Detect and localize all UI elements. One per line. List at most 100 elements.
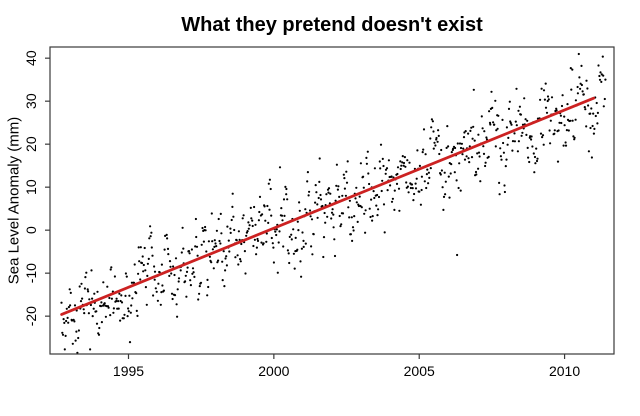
data-point xyxy=(184,280,187,283)
data-point xyxy=(310,218,314,221)
data-point xyxy=(340,223,343,226)
data-point xyxy=(366,150,369,153)
data-point xyxy=(315,191,318,194)
data-point xyxy=(389,184,392,187)
data-point xyxy=(437,129,440,132)
data-point xyxy=(140,261,144,265)
data-point xyxy=(344,194,347,197)
data-point xyxy=(547,98,550,101)
data-point xyxy=(153,270,157,273)
data-point xyxy=(440,169,443,172)
data-point xyxy=(355,186,358,189)
data-point xyxy=(202,240,205,243)
data-point xyxy=(459,146,463,150)
data-point xyxy=(258,210,261,214)
data-point xyxy=(425,186,428,190)
data-point xyxy=(584,108,587,111)
data-point xyxy=(196,254,199,257)
data-point xyxy=(484,164,487,168)
data-point xyxy=(182,247,185,250)
data-point xyxy=(553,132,556,135)
data-point xyxy=(323,211,326,215)
data-point xyxy=(564,141,567,144)
data-point xyxy=(87,290,90,293)
data-point xyxy=(561,94,564,97)
data-point xyxy=(492,121,495,124)
data-point xyxy=(573,136,576,139)
data-point xyxy=(272,246,275,249)
data-point xyxy=(530,138,533,141)
data-point xyxy=(117,300,120,303)
data-point xyxy=(517,109,520,112)
data-point xyxy=(439,173,442,176)
data-point xyxy=(214,242,217,245)
data-point xyxy=(263,205,266,208)
data-point xyxy=(504,165,507,168)
data-point xyxy=(390,175,393,178)
data-point xyxy=(412,199,415,202)
data-point xyxy=(237,263,240,266)
data-point xyxy=(401,161,404,164)
data-point xyxy=(150,231,153,234)
data-point xyxy=(322,236,326,239)
data-point xyxy=(546,95,550,98)
data-point xyxy=(498,181,501,184)
data-point xyxy=(576,85,579,89)
data-point xyxy=(171,297,174,301)
data-point xyxy=(556,160,560,163)
data-point xyxy=(174,257,178,260)
data-point xyxy=(194,217,197,221)
data-point xyxy=(365,162,368,165)
data-point xyxy=(586,87,589,90)
y-axis-tick-label: 0 xyxy=(23,226,39,234)
data-point xyxy=(384,172,387,175)
data-point xyxy=(93,292,96,295)
data-point xyxy=(372,190,375,193)
data-point xyxy=(251,224,254,228)
data-point xyxy=(129,311,132,314)
trend-line-layer xyxy=(60,96,596,316)
data-point xyxy=(407,191,410,194)
data-point xyxy=(345,181,349,184)
data-point xyxy=(150,246,153,249)
data-point xyxy=(414,182,417,185)
data-point xyxy=(151,254,154,257)
data-point xyxy=(236,254,239,257)
data-point xyxy=(154,287,157,290)
data-point xyxy=(268,208,271,211)
data-point xyxy=(335,184,338,187)
data-point xyxy=(253,205,256,209)
data-point xyxy=(503,190,506,194)
data-point xyxy=(385,167,389,170)
data-point xyxy=(420,175,423,178)
data-point xyxy=(363,212,366,215)
data-point xyxy=(280,214,284,217)
data-point xyxy=(426,168,429,171)
data-point xyxy=(292,228,295,231)
data-point xyxy=(491,106,494,109)
data-point xyxy=(474,170,478,174)
data-point xyxy=(207,240,210,243)
data-point xyxy=(542,89,546,92)
data-point xyxy=(495,129,498,132)
data-point xyxy=(591,124,594,128)
data-point xyxy=(327,187,331,190)
data-point xyxy=(483,130,486,133)
data-point xyxy=(67,321,70,324)
data-point xyxy=(206,294,209,297)
data-point xyxy=(91,315,94,318)
data-point xyxy=(332,226,335,229)
data-point xyxy=(213,245,216,248)
data-point xyxy=(377,208,380,211)
data-point xyxy=(515,87,518,90)
data-point xyxy=(514,120,517,123)
data-point xyxy=(406,185,409,188)
data-point xyxy=(270,236,273,240)
data-point xyxy=(549,119,552,122)
data-point xyxy=(447,175,450,178)
data-point xyxy=(580,64,583,67)
data-point xyxy=(176,315,179,318)
data-point xyxy=(169,265,172,268)
data-point xyxy=(373,196,376,200)
data-point xyxy=(548,129,551,132)
